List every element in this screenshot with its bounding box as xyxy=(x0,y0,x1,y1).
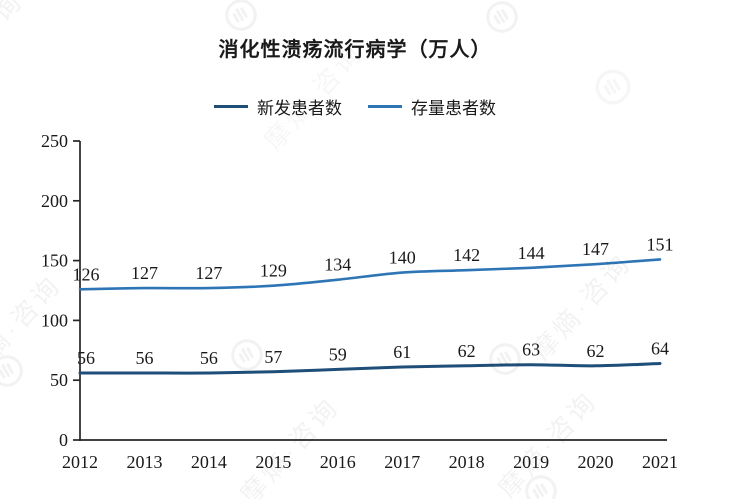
data-label: 142 xyxy=(453,245,480,265)
legend-label: 存量患者数 xyxy=(411,99,496,118)
data-label: 140 xyxy=(389,248,416,268)
y-axis-tick-label: 50 xyxy=(50,370,68,390)
data-label: 62 xyxy=(587,341,605,361)
data-label: 126 xyxy=(73,264,100,284)
x-axis-tick-label: 2020 xyxy=(578,452,614,472)
data-label: 62 xyxy=(458,341,476,361)
data-label: 147 xyxy=(582,239,609,259)
data-label: 59 xyxy=(329,344,347,364)
x-axis-tick-label: 2013 xyxy=(126,452,162,472)
x-axis-tick-label: 2019 xyxy=(513,452,549,472)
legend-item-0: 新发患者数 xyxy=(214,94,342,119)
y-axis-tick-label: 100 xyxy=(41,310,68,330)
data-label: 144 xyxy=(518,243,545,263)
x-axis-tick-label: 2014 xyxy=(191,452,227,472)
data-label: 64 xyxy=(651,338,669,358)
data-label: 127 xyxy=(195,263,222,283)
y-axis-tick-label: 200 xyxy=(41,191,68,211)
chart-title: 消化性溃疡流行病学（万人） xyxy=(218,39,492,61)
data-label: 56 xyxy=(135,348,153,368)
data-label: 57 xyxy=(264,347,282,367)
series-line-1 xyxy=(78,258,662,291)
data-label: 134 xyxy=(324,255,351,275)
data-label: 56 xyxy=(200,348,218,368)
x-axis-tick-label: 2021 xyxy=(642,452,678,472)
x-axis-tick-label: 2017 xyxy=(384,452,420,472)
data-label: 63 xyxy=(522,340,540,360)
y-axis-tick-label: 150 xyxy=(41,251,68,271)
x-axis-tick-label: 2016 xyxy=(320,452,356,472)
legend-label: 新发患者数 xyxy=(257,99,342,118)
data-label: 129 xyxy=(260,261,287,281)
data-label: 151 xyxy=(647,234,674,254)
series-line-0 xyxy=(78,362,662,375)
y-axis-tick-label: 250 xyxy=(41,131,68,151)
data-label: 127 xyxy=(131,263,158,283)
data-label: 61 xyxy=(393,342,411,362)
chart-legend: 新发患者数 存量患者数 xyxy=(0,94,710,119)
legend-line-swatch xyxy=(214,105,248,108)
legend-line-swatch xyxy=(368,105,402,108)
x-axis-tick-label: 2012 xyxy=(62,452,98,472)
x-axis-tick-label: 2015 xyxy=(255,452,291,472)
x-axis-tick-label: 2018 xyxy=(449,452,485,472)
y-axis-tick-label: 0 xyxy=(59,430,68,450)
legend-item-1: 存量患者数 xyxy=(368,94,496,119)
data-label: 56 xyxy=(77,348,95,368)
